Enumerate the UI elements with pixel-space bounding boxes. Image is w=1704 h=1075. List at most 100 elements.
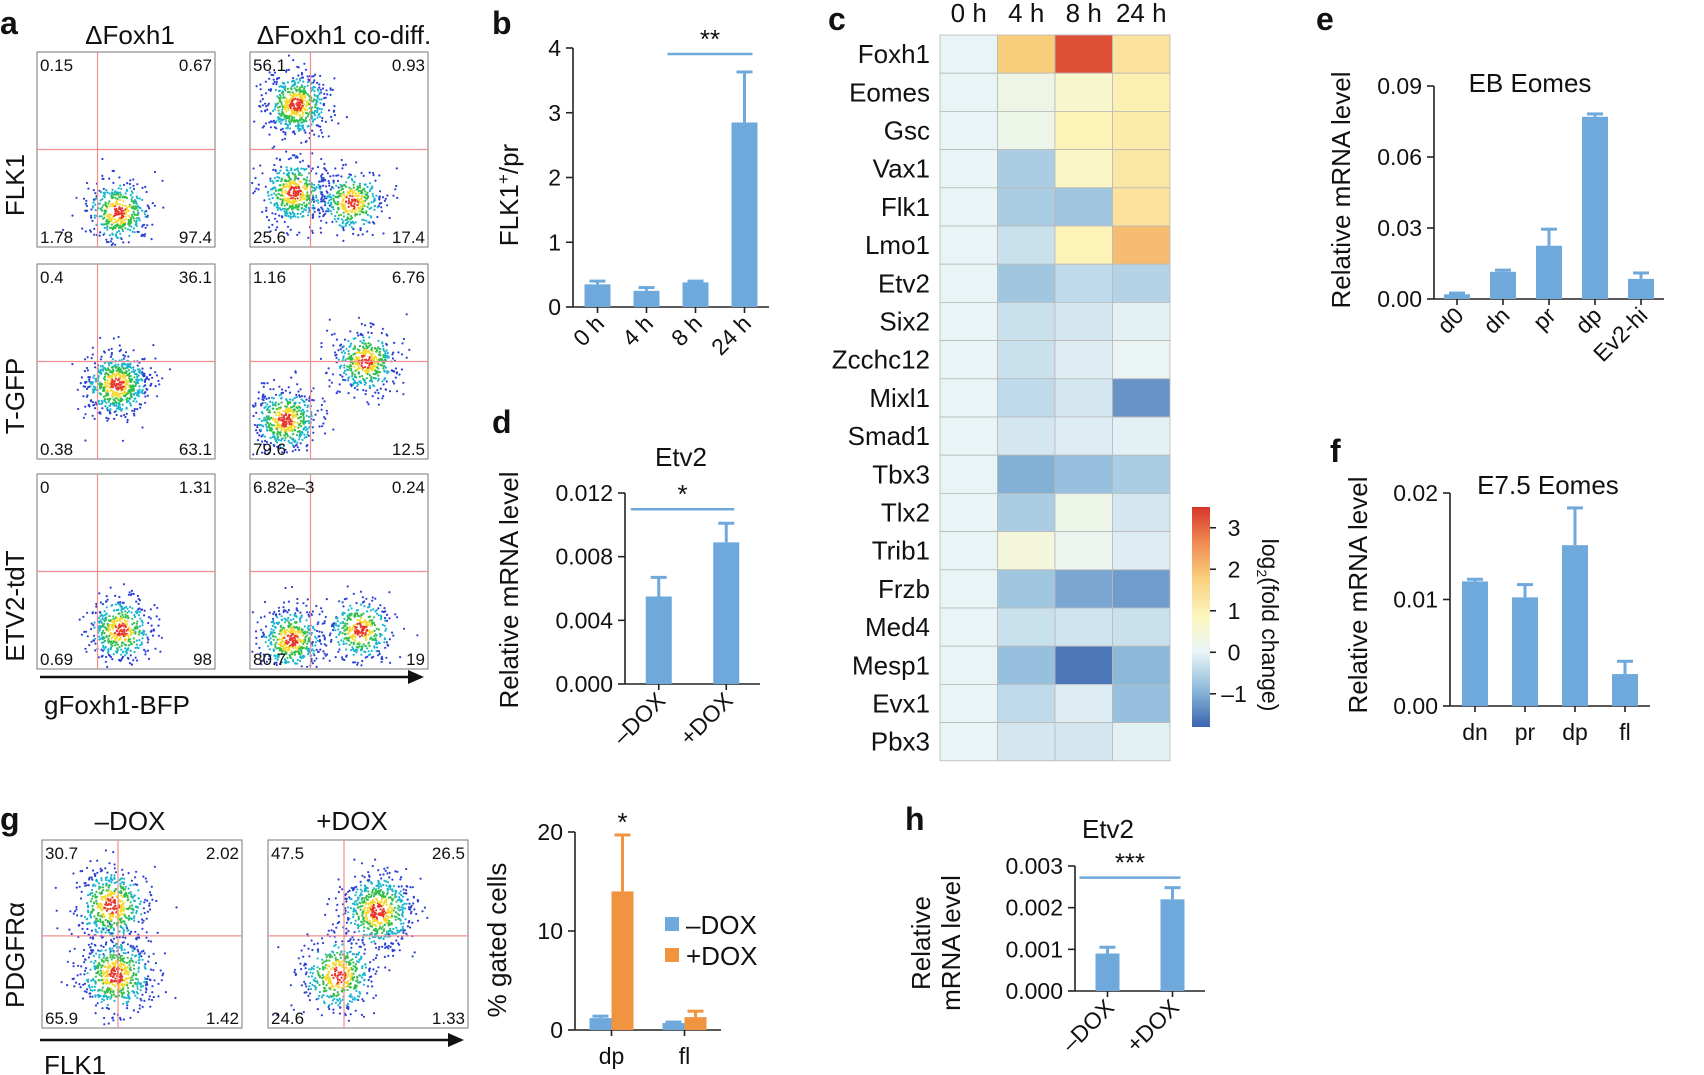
facs-a-2-event xyxy=(287,179,290,182)
facs-a-6-event xyxy=(272,629,275,632)
facs-a-3-event xyxy=(108,375,111,378)
facs-a-2-event xyxy=(319,231,323,234)
facs-a-5-event xyxy=(94,611,97,614)
facs-a-6-event xyxy=(318,635,321,638)
facs-a-4-event xyxy=(347,369,350,372)
facs-a-5-event xyxy=(132,637,135,640)
facs-a-1-event xyxy=(111,216,114,219)
facs-a-2-event xyxy=(284,214,287,217)
facs-a-1-event xyxy=(101,157,104,161)
facs-a-2-event xyxy=(320,178,323,181)
facs-a-6-event xyxy=(388,617,391,620)
facs-a-2-event xyxy=(286,197,289,200)
facs-a-4-event xyxy=(351,372,354,375)
facs-a-1-event xyxy=(101,223,104,226)
facs-a-3-event xyxy=(143,374,146,377)
facs-a-6-event xyxy=(324,654,327,657)
facs-a-4-event xyxy=(298,448,301,452)
facs-a-2-event xyxy=(380,206,383,209)
facs-a-4-event xyxy=(320,408,323,411)
facs-a-2-event xyxy=(291,112,294,115)
facs-a-2-event xyxy=(286,203,289,206)
panel-a: a ΔFoxh1 ΔFoxh1 co-diff. FLK1 T-GFP ETV2… xyxy=(0,5,431,720)
facs-a-2-event xyxy=(264,102,267,105)
facs-a-2-event xyxy=(324,196,327,199)
facs-a-2-event xyxy=(275,80,278,83)
facs-a-3-event xyxy=(103,375,107,378)
facs-a-4-event xyxy=(288,401,291,404)
facs-a-6-quad-ll: 80.7 xyxy=(253,650,286,669)
facs-a-4-event xyxy=(382,383,385,386)
facs-a-4-event xyxy=(360,354,364,357)
facs-a-2-event xyxy=(297,74,300,77)
facs-a-2-event xyxy=(276,95,279,98)
facs-a-4-event xyxy=(375,350,378,353)
facs-a-2-event xyxy=(288,101,291,104)
facs-a-2-event xyxy=(274,187,277,190)
facs-a-2-event xyxy=(261,104,264,107)
facs-a-4-event xyxy=(384,366,387,369)
facs-a-1-event xyxy=(117,217,120,221)
facs-a-3-event xyxy=(104,394,107,397)
facs-a-6-event xyxy=(331,629,335,632)
facs-a-5-event xyxy=(108,634,111,638)
facs-a-5-event xyxy=(132,629,135,632)
heatmap-cell xyxy=(1054,187,1113,227)
facs-a-6-event xyxy=(349,618,352,621)
facs-a-2-event xyxy=(296,197,299,200)
heatmap-row-label: Lmo1 xyxy=(865,230,930,260)
facs-a-2-event xyxy=(302,198,305,201)
facs-a-4-event xyxy=(370,377,373,381)
facs-a-6-event xyxy=(286,619,289,622)
facs-a-6-event xyxy=(286,649,289,652)
facs-a-4-event xyxy=(286,403,290,406)
facs-a-2-event xyxy=(280,85,283,88)
heatmap-cell xyxy=(1112,378,1171,418)
facs-a-4-event xyxy=(354,369,357,372)
facs-a-2-event xyxy=(322,198,325,201)
facs-a-3-event xyxy=(98,392,101,395)
facs-a-2-event xyxy=(286,225,290,228)
facs-a-2-event xyxy=(322,210,325,213)
facs-a-2-event xyxy=(298,173,301,177)
facs-a-6-event xyxy=(283,627,286,630)
facs-a-6-event xyxy=(347,617,350,620)
facs-a-6-event xyxy=(299,630,302,633)
facs-a-2-event xyxy=(293,119,296,122)
facs-a-2-event xyxy=(341,187,344,190)
facs-a-1-event xyxy=(130,217,133,220)
facs-a-2-event xyxy=(299,212,302,215)
facs-a-1-event xyxy=(124,215,127,218)
facs-a-2-event xyxy=(311,198,314,201)
facs-a-2-event xyxy=(307,164,310,167)
facs-a-2-event xyxy=(348,192,351,195)
facs-a-2-event xyxy=(327,180,330,183)
facs-a-4-event xyxy=(275,428,278,431)
facs-a-2-event xyxy=(371,194,374,198)
facs-a-2-event xyxy=(322,177,325,180)
facs-a-3-event xyxy=(102,366,105,369)
facs-a-4-event xyxy=(347,352,350,355)
facs-a-1-event xyxy=(161,179,164,182)
facs-a-1-event xyxy=(112,181,115,184)
facs-a-5-event xyxy=(124,621,127,624)
facs-a-2-event xyxy=(336,200,339,203)
facs-a-2-event xyxy=(320,174,323,177)
facs-a-6-quad-ur: 0.24 xyxy=(392,478,425,497)
facs-a-1-event xyxy=(99,231,102,234)
facs-a-6-event xyxy=(283,609,286,612)
facs-a-5-event xyxy=(128,626,131,629)
facs-a-2-event xyxy=(275,157,278,160)
facs-a-2-event xyxy=(311,183,314,186)
facs-a-2-event xyxy=(362,188,365,191)
facs-a-2-event xyxy=(345,185,348,188)
facs-a-6-event xyxy=(273,622,276,625)
facs-a-2-event xyxy=(300,76,303,79)
facs-a-4-event xyxy=(295,393,298,396)
facs-a-5-event xyxy=(94,637,97,640)
facs-a-6-event xyxy=(298,626,301,629)
facs-a-6-event xyxy=(308,637,311,640)
facs-a-4-event xyxy=(276,435,279,438)
facs-a-2-event xyxy=(291,211,294,214)
facs-a-2-event xyxy=(306,101,309,104)
